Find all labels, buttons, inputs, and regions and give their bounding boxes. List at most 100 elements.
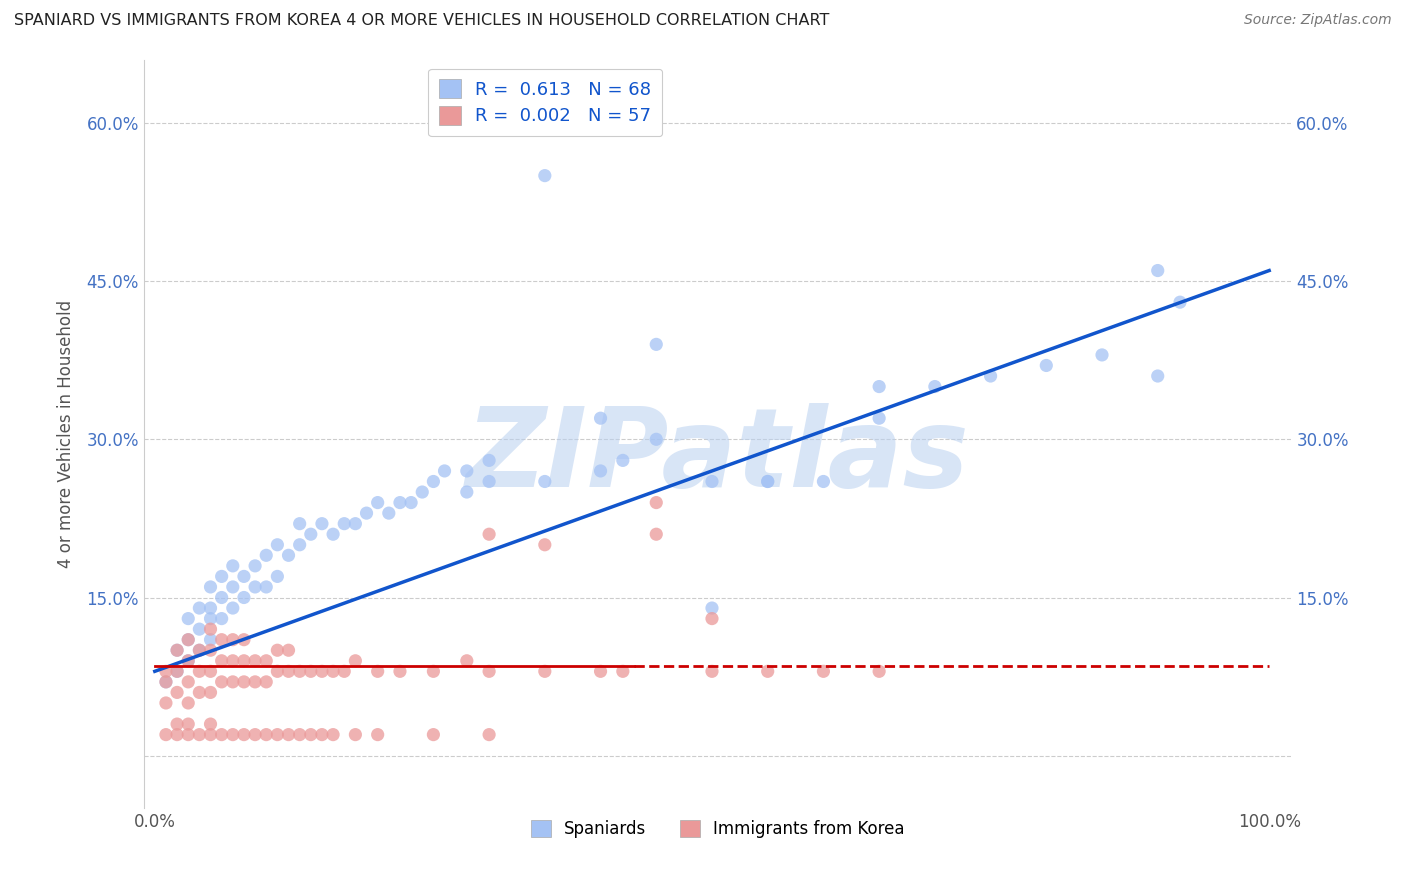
Point: [322, 665, 344, 679]
Point: [233, 632, 256, 647]
Text: ZIPatlas: ZIPatlas: [465, 403, 969, 510]
Point: [233, 591, 256, 605]
Point: [166, 665, 188, 679]
Point: [756, 665, 779, 679]
Point: [980, 369, 1002, 384]
Point: [756, 475, 779, 489]
Point: [344, 654, 367, 668]
Point: [399, 495, 422, 509]
Point: [333, 665, 356, 679]
Point: [155, 674, 177, 689]
Point: [222, 632, 245, 647]
Point: [813, 665, 835, 679]
Point: [266, 728, 288, 742]
Point: [388, 495, 411, 509]
Point: [177, 611, 200, 625]
Point: [166, 643, 188, 657]
Point: [177, 654, 200, 668]
Point: [422, 665, 444, 679]
Point: [200, 611, 222, 625]
Point: [222, 580, 245, 594]
Point: [433, 464, 456, 478]
Point: [233, 728, 256, 742]
Point: [188, 685, 211, 699]
Point: [1146, 263, 1168, 277]
Point: [188, 601, 211, 615]
Point: [243, 654, 266, 668]
Point: [222, 601, 245, 615]
Point: [534, 665, 557, 679]
Point: [299, 728, 322, 742]
Point: [478, 728, 501, 742]
Point: [177, 696, 200, 710]
Point: [456, 464, 478, 478]
Point: [924, 379, 946, 393]
Point: [333, 516, 356, 531]
Point: [288, 728, 311, 742]
Point: [243, 558, 266, 573]
Point: [188, 665, 211, 679]
Y-axis label: 4 or more Vehicles in Household: 4 or more Vehicles in Household: [58, 300, 75, 568]
Point: [254, 654, 277, 668]
Point: [155, 665, 177, 679]
Point: [155, 674, 177, 689]
Point: [277, 549, 299, 563]
Point: [222, 558, 245, 573]
Point: [266, 569, 288, 583]
Point: [478, 453, 501, 467]
Legend: Spaniards, Immigrants from Korea: Spaniards, Immigrants from Korea: [524, 814, 911, 845]
Point: [166, 728, 188, 742]
Point: [155, 728, 177, 742]
Point: [243, 728, 266, 742]
Point: [1146, 369, 1168, 384]
Point: [612, 453, 634, 467]
Point: [645, 527, 668, 541]
Point: [388, 665, 411, 679]
Point: [233, 674, 256, 689]
Point: [322, 527, 344, 541]
Point: [254, 549, 277, 563]
Point: [200, 580, 222, 594]
Point: [367, 495, 389, 509]
Point: [188, 643, 211, 657]
Point: [177, 717, 200, 731]
Point: [1168, 295, 1191, 310]
Point: [456, 485, 478, 500]
Point: [266, 643, 288, 657]
Point: [589, 665, 612, 679]
Point: [200, 685, 222, 699]
Point: [200, 632, 222, 647]
Point: [589, 411, 612, 425]
Point: [356, 506, 378, 520]
Point: [299, 665, 322, 679]
Point: [233, 654, 256, 668]
Point: [166, 643, 188, 657]
Point: [1035, 359, 1057, 373]
Point: [233, 569, 256, 583]
Point: [211, 654, 233, 668]
Point: [200, 643, 222, 657]
Point: [288, 665, 311, 679]
Point: [344, 516, 367, 531]
Point: [243, 674, 266, 689]
Point: [456, 654, 478, 668]
Point: [478, 475, 501, 489]
Point: [288, 538, 311, 552]
Point: [200, 665, 222, 679]
Point: [311, 728, 333, 742]
Point: [645, 337, 668, 351]
Point: [243, 580, 266, 594]
Point: [700, 665, 723, 679]
Point: [266, 665, 288, 679]
Point: [534, 538, 557, 552]
Point: [378, 506, 401, 520]
Point: [277, 728, 299, 742]
Point: [211, 569, 233, 583]
Point: [222, 674, 245, 689]
Point: [254, 728, 277, 742]
Point: [177, 728, 200, 742]
Point: [367, 665, 389, 679]
Point: [645, 495, 668, 509]
Point: [534, 475, 557, 489]
Point: [756, 475, 779, 489]
